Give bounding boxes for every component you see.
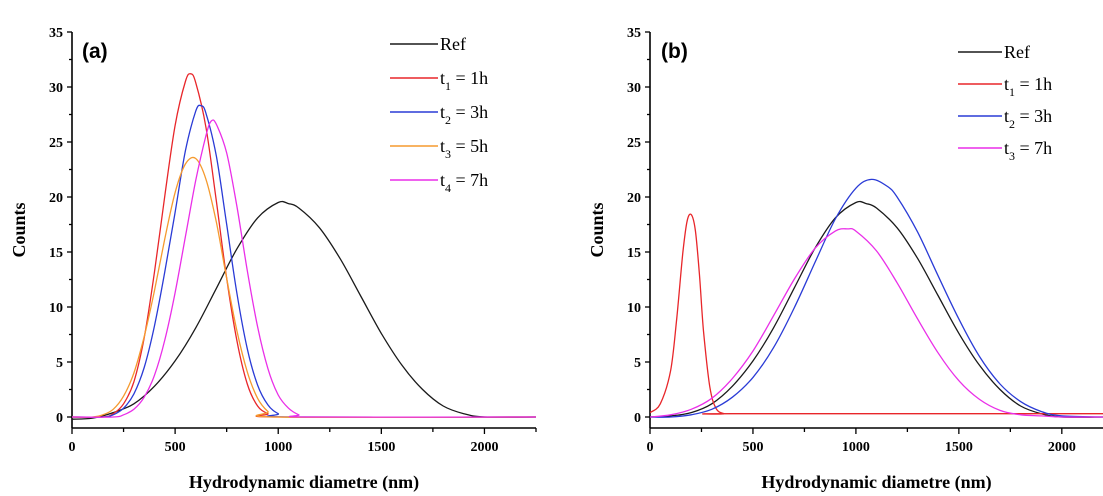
legend-label-sub: 4 <box>445 181 451 195</box>
legend-label-base: t <box>1004 74 1009 94</box>
y-tick-label: 25 <box>627 136 641 151</box>
legend-label-rest: = 1h <box>451 68 488 88</box>
legend-label-base: t <box>1004 106 1009 126</box>
y-tick-label: 30 <box>627 81 641 96</box>
series-line-2 <box>72 73 536 418</box>
legend-label: t1 = 1h <box>1004 74 1052 99</box>
series-line-1 <box>72 200 536 420</box>
y-tick-label: 20 <box>49 191 63 206</box>
series-line-2 <box>650 213 1103 415</box>
legend-label: t3 = 7h <box>1004 138 1052 163</box>
x-tick-label: 1500 <box>945 440 973 455</box>
x-tick-label: 1500 <box>367 440 395 455</box>
legend-label: Ref <box>1004 42 1030 62</box>
y-tick-label: 5 <box>56 356 63 371</box>
x-tick-label: 500 <box>165 440 186 455</box>
legend-label-base: Ref <box>440 34 466 54</box>
legend-label-base: t <box>440 136 445 156</box>
legend-label: t4 = 7h <box>440 170 488 195</box>
panel-b: 0 5 10 15 20 25 30 35 0 500 1000 1500 2000 Hydrodynam… <box>587 26 1103 493</box>
legend-label-rest: = 7h <box>451 170 488 190</box>
legend-label-base: Ref <box>1004 42 1030 62</box>
legend-label-sub: 3 <box>1009 149 1015 163</box>
legend-label-base: t <box>440 170 445 190</box>
legend-label: t3 = 5h <box>440 136 488 161</box>
legend-label: t2 = 3h <box>1004 106 1052 131</box>
legend-label: Ref <box>440 34 466 54</box>
legend-label: t2 = 3h <box>440 102 488 127</box>
legend-label-base: t <box>440 68 445 88</box>
panel-a: 0 5 10 15 20 25 30 35 0 500 1000 1500 2000 Hydrodynam… <box>9 26 537 493</box>
y-tick-label: 35 <box>627 26 641 41</box>
legend-label-sub: 1 <box>1009 85 1015 99</box>
x-tick-label: 0 <box>647 440 654 455</box>
legend-label-rest: = 3h <box>1015 106 1052 126</box>
x-axis-title: Hydrodynamic diametre (nm) <box>761 472 991 493</box>
x-tick-label: 500 <box>742 440 763 455</box>
y-tick-label: 35 <box>49 26 63 41</box>
x-tick-label: 1000 <box>264 440 292 455</box>
legend-label-base: t <box>1004 138 1009 158</box>
legend-label-sub: 2 <box>1009 117 1015 131</box>
series-line-1 <box>650 200 1103 418</box>
legend-label-rest: = 5h <box>451 136 488 156</box>
legend-label-rest: = 7h <box>1015 138 1052 158</box>
y-tick-label: 30 <box>49 81 63 96</box>
series-line-4 <box>650 227 1103 418</box>
x-tick-label: 1000 <box>842 440 870 455</box>
y-tick-label: 10 <box>627 301 641 316</box>
series-line-5 <box>72 119 536 418</box>
legend-label-sub: 2 <box>445 113 451 127</box>
panel-label: (a) <box>82 40 108 63</box>
y-axis-title: Counts <box>587 202 607 257</box>
y-tick-label: 15 <box>627 246 641 261</box>
panel-label: (b) <box>661 40 688 63</box>
legend-label-sub: 1 <box>445 79 451 93</box>
y-tick-label: 5 <box>634 356 641 371</box>
series-line-4 <box>72 156 536 419</box>
y-tick-label: 0 <box>56 411 63 426</box>
y-tick-label: 0 <box>634 411 641 426</box>
x-tick-label: 2000 <box>1048 440 1076 455</box>
legend-label-base: t <box>440 102 445 122</box>
series-line-3 <box>650 178 1103 418</box>
x-tick-label: 2000 <box>470 440 498 455</box>
legend-label-sub: 3 <box>445 147 451 161</box>
series-line-3 <box>72 104 536 418</box>
x-tick-label: 0 <box>69 440 76 455</box>
y-tick-label: 25 <box>49 136 63 151</box>
legend-label: t1 = 1h <box>440 68 488 93</box>
y-tick-label: 20 <box>627 191 641 206</box>
x-axis-title: Hydrodynamic diametre (nm) <box>189 472 419 493</box>
y-tick-label: 10 <box>49 301 63 316</box>
legend-label-rest: = 1h <box>1015 74 1052 94</box>
y-axis-title: Counts <box>9 202 29 257</box>
y-tick-label: 15 <box>49 246 63 261</box>
legend-label-rest: = 3h <box>451 102 488 122</box>
